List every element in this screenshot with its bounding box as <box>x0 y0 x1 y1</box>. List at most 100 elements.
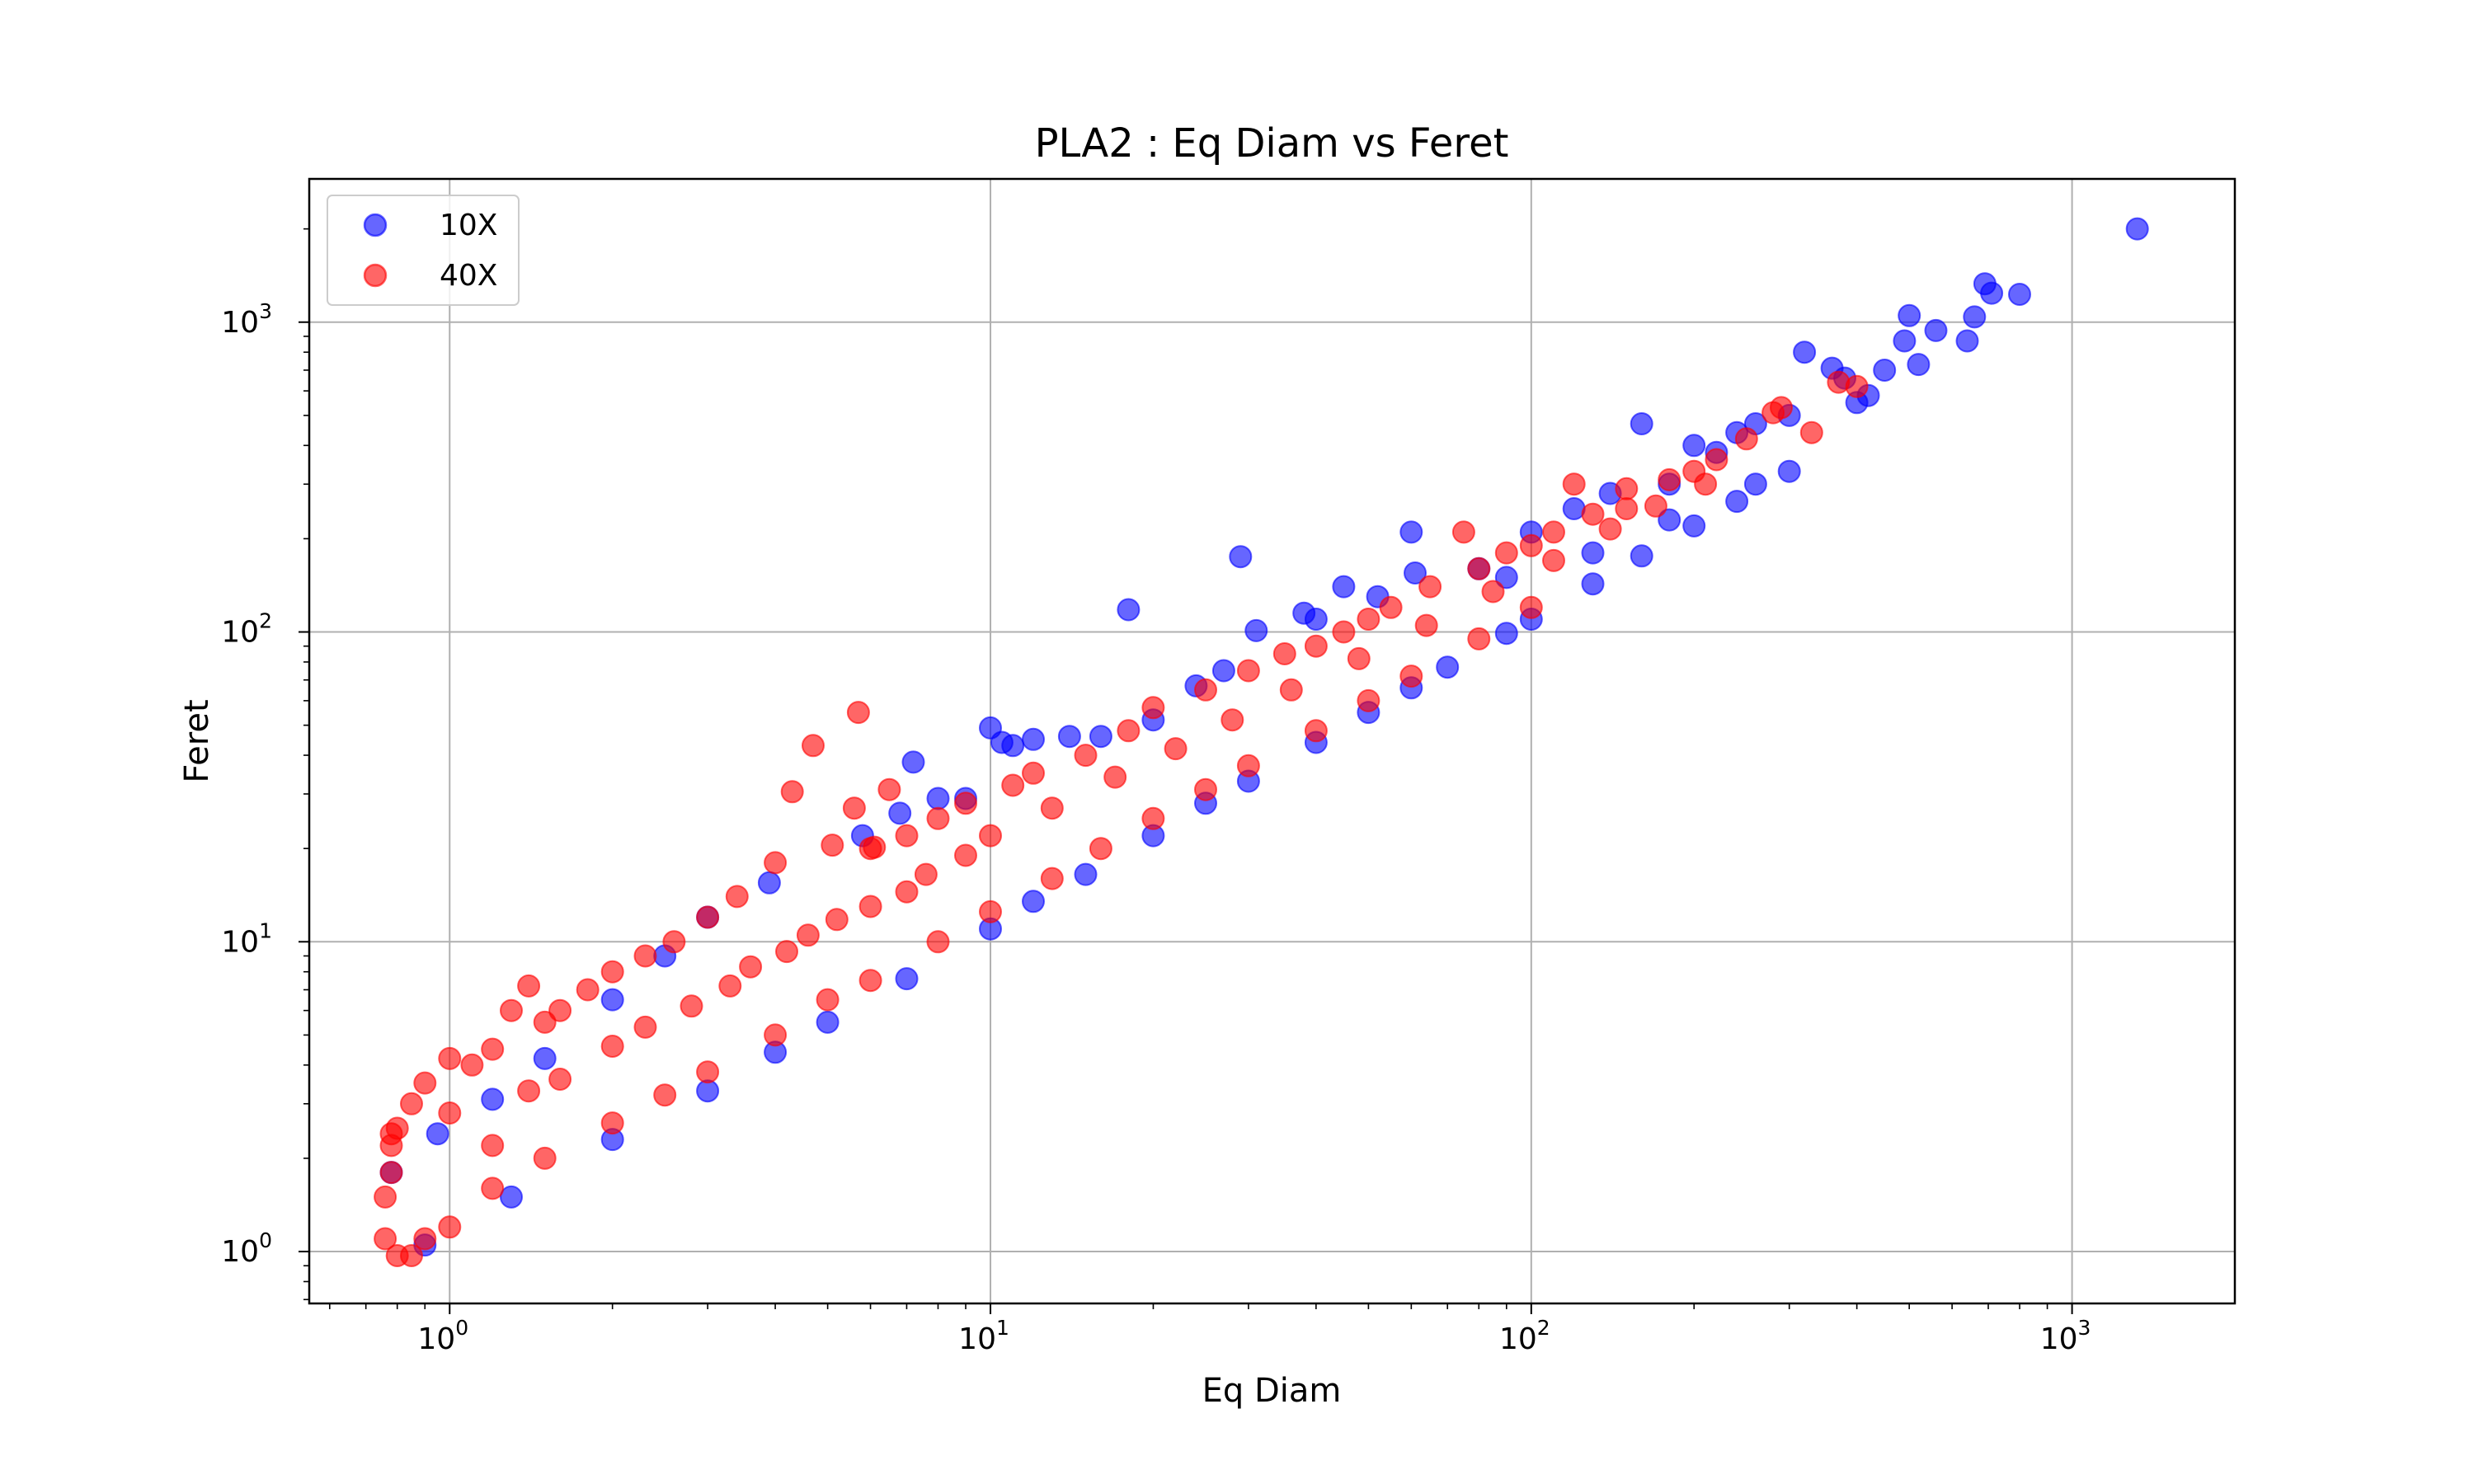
data-point <box>725 885 749 909</box>
data-point <box>1244 618 1268 642</box>
data-point <box>1581 541 1605 565</box>
data-point <box>888 801 912 825</box>
data-point <box>764 851 788 875</box>
data-point <box>1658 467 1681 491</box>
data-point <box>633 1015 657 1039</box>
data-point <box>926 930 950 954</box>
data-point <box>1761 401 1785 425</box>
x-tick-label-exponent: 0 <box>455 1316 468 1340</box>
legend-label-40x: 40X <box>440 259 497 293</box>
data-point <box>1399 520 1423 544</box>
data-point <box>600 988 624 1012</box>
data-point <box>1074 744 1098 768</box>
data-point <box>1117 598 1141 622</box>
y-tick-label-base: 10 <box>221 306 259 340</box>
data-point <box>1236 659 1260 683</box>
data-point <box>1057 725 1081 749</box>
data-point <box>1873 359 1897 382</box>
data-point <box>1001 734 1025 758</box>
data-point <box>926 806 950 830</box>
data-point <box>901 750 925 774</box>
x-tick-label-exponent: 1 <box>996 1316 1009 1340</box>
data-point <box>757 871 781 895</box>
y-tick-label-exponent: 3 <box>259 299 272 323</box>
data-point <box>548 1068 572 1091</box>
data-point <box>780 780 804 804</box>
x-tick-label: 103 <box>2040 1316 2091 1356</box>
data-point <box>1229 545 1253 569</box>
data-point <box>1630 412 1653 435</box>
data-point <box>842 796 866 820</box>
data-point <box>1436 655 1460 679</box>
data-point <box>796 923 820 947</box>
axis-ticks <box>299 228 2073 1314</box>
data-point <box>1022 727 1045 751</box>
data-point <box>1141 696 1165 720</box>
legend: 10X 40X <box>327 195 520 306</box>
data-point <box>600 1111 624 1135</box>
data-point <box>895 880 919 904</box>
data-point <box>1658 508 1681 532</box>
data-point <box>979 824 1002 848</box>
data-point <box>600 960 624 984</box>
x-tick-label-exponent: 3 <box>2078 1316 2091 1340</box>
data-point <box>846 701 870 725</box>
data-point <box>858 895 882 918</box>
data-point <box>1357 608 1380 631</box>
data-point <box>1705 448 1729 472</box>
data-point <box>1494 566 1518 589</box>
data-point <box>1332 575 1356 599</box>
data-point <box>680 994 703 1018</box>
data-point <box>1615 497 1639 520</box>
data-point <box>1694 472 1718 496</box>
data-point <box>1519 595 1543 619</box>
data-point <box>413 1227 437 1251</box>
data-point <box>1542 520 1565 544</box>
x-tick-label-base: 10 <box>1499 1322 1537 1356</box>
data-point <box>1304 719 1328 743</box>
y-tick-label-base: 10 <box>221 1235 259 1269</box>
data-point <box>1164 737 1188 761</box>
data-point <box>576 978 600 1002</box>
legend-marker-10x <box>363 213 388 237</box>
data-point <box>438 1046 462 1070</box>
data-point <box>1907 353 1931 377</box>
data-point <box>1793 340 1817 364</box>
data-point <box>1682 514 1706 538</box>
data-point <box>379 1161 403 1185</box>
data-point <box>1799 420 1823 444</box>
data-point <box>954 843 977 867</box>
x-tick-label-base: 10 <box>958 1322 996 1356</box>
y-tick-label-exponent: 2 <box>259 609 272 633</box>
data-point <box>1467 627 1491 650</box>
data-point <box>1221 708 1244 732</box>
data-point <box>374 1227 397 1251</box>
data-point <box>1272 642 1296 665</box>
data-point <box>1194 777 1217 801</box>
data-point <box>1467 556 1491 580</box>
data-point <box>1347 646 1371 670</box>
data-point <box>1074 862 1098 886</box>
plot-area <box>309 179 2235 1303</box>
data-point <box>438 1215 462 1239</box>
data-point <box>1494 541 1518 565</box>
data-point <box>1898 303 1921 327</box>
data-point <box>600 1035 624 1058</box>
data-point <box>1734 427 1758 451</box>
data-point <box>1542 548 1565 572</box>
data-point <box>1022 761 1045 785</box>
y-tick-label-base: 10 <box>221 925 259 959</box>
data-point <box>1615 477 1639 500</box>
data-point <box>1103 765 1127 789</box>
data-point <box>816 988 840 1012</box>
data-point <box>1001 773 1025 797</box>
data-point <box>1399 665 1423 688</box>
x-tick-label: 101 <box>958 1316 1009 1356</box>
data-point <box>2125 217 2149 241</box>
data-point <box>1725 490 1749 514</box>
data-point <box>816 1010 840 1034</box>
series-10x <box>379 217 2149 1257</box>
data-point <box>438 1101 462 1125</box>
x-tick-label-base: 10 <box>2040 1322 2078 1356</box>
